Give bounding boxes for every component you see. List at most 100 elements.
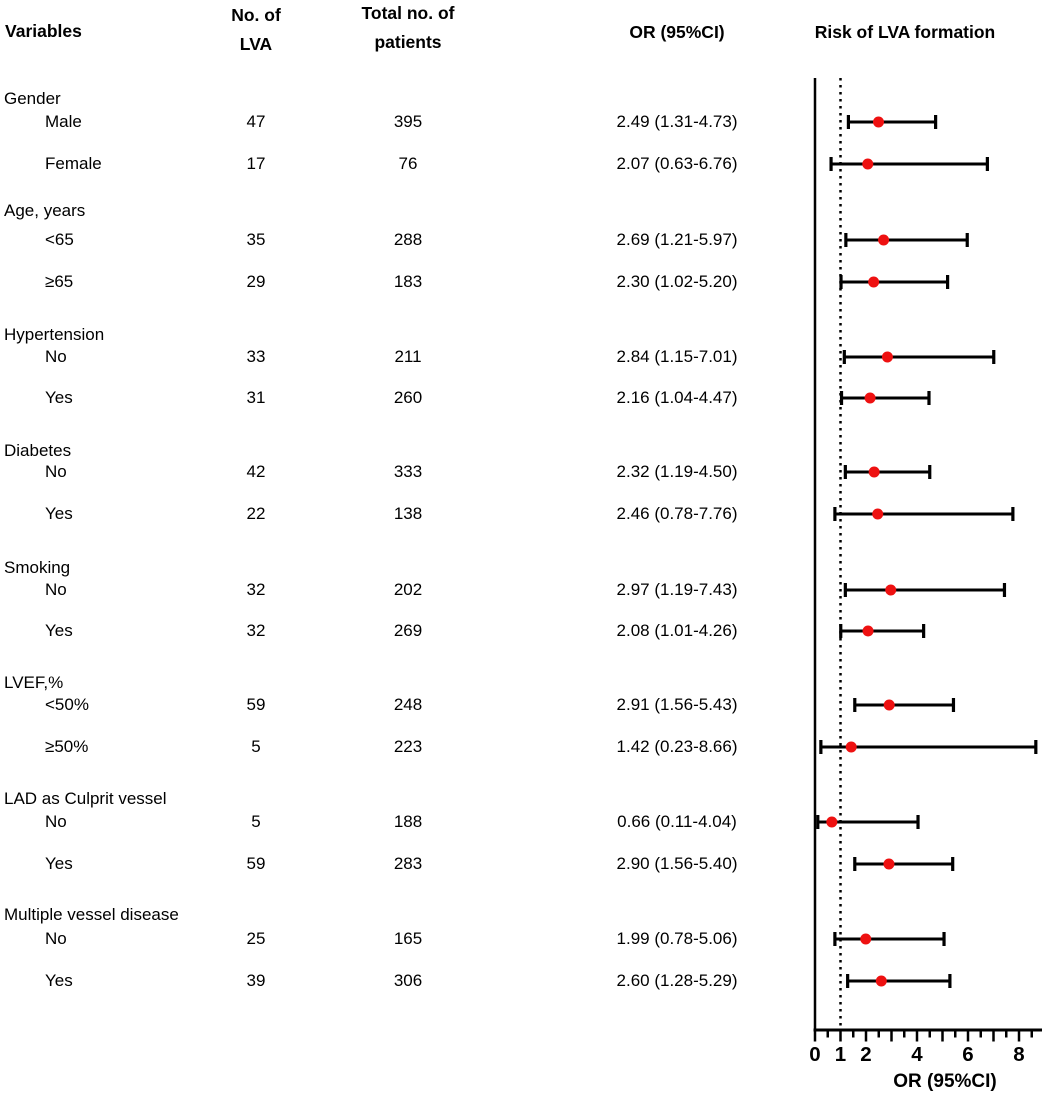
row-or-text: 2.91 (1.56-5.43) xyxy=(616,695,738,714)
row-n-lva: 59 xyxy=(246,854,266,873)
row-total-patients: 223 xyxy=(393,737,423,756)
row-n-lva: 32 xyxy=(246,621,266,640)
or-point-marker xyxy=(881,351,893,363)
row-total-patients: 283 xyxy=(393,854,423,873)
row-n-lva: 22 xyxy=(246,504,266,523)
or-point-marker xyxy=(845,741,857,753)
row-label: Yes xyxy=(45,971,73,990)
or-point-marker xyxy=(862,158,874,170)
row-or-text: 2.07 (0.63-6.76) xyxy=(616,154,738,173)
row-n-lva: 32 xyxy=(246,580,266,599)
row-total-patients: 138 xyxy=(393,504,423,523)
row-label: No xyxy=(45,580,67,599)
row-label: <50% xyxy=(45,695,89,714)
row-or-text: 2.49 (1.31-4.73) xyxy=(616,112,738,131)
row-total-patients: 288 xyxy=(393,230,423,249)
row-or-text: 2.30 (1.02-5.20) xyxy=(616,272,738,291)
row-total-patients: 333 xyxy=(393,462,423,481)
row-n-lva: 47 xyxy=(246,112,266,131)
row-total-patients: 183 xyxy=(393,272,423,291)
or-point-marker xyxy=(864,392,876,404)
group-label: LAD as Culprit vessel xyxy=(4,789,167,808)
row-label: ≥65 xyxy=(45,272,74,291)
row-total-patients: 248 xyxy=(393,695,423,714)
x-tick-label: 8 xyxy=(1013,1043,1024,1066)
group-label: Age, years xyxy=(4,201,86,220)
row-n-lva: 33 xyxy=(246,347,266,366)
x-tick-label: 0 xyxy=(809,1043,820,1066)
x-tick-label: 1 xyxy=(835,1043,846,1066)
row-or-text: 2.32 (1.19-4.50) xyxy=(616,462,738,481)
row-n-lva: 5 xyxy=(251,737,261,756)
or-point-marker xyxy=(872,116,884,128)
row-label: Female xyxy=(45,154,102,173)
row-label: No xyxy=(45,812,67,831)
row-total-patients: 269 xyxy=(393,621,423,640)
row-total-patients: 202 xyxy=(393,580,423,599)
x-axis-title: OR (95%CI) xyxy=(893,1071,996,1092)
or-point-marker xyxy=(826,816,838,828)
column-header-total-patients: Total no. of patients xyxy=(361,3,455,52)
group-label: LVEF,% xyxy=(4,673,64,692)
group-label: Hypertension xyxy=(4,325,105,344)
or-point-marker xyxy=(875,975,887,987)
group-label: Multiple vessel disease xyxy=(4,905,179,924)
or-point-marker xyxy=(868,466,880,478)
group-label: Diabetes xyxy=(4,441,72,460)
row-total-patients: 165 xyxy=(393,929,423,948)
row-or-text: 2.90 (1.56-5.40) xyxy=(616,854,738,873)
row-total-patients: 188 xyxy=(393,812,423,831)
row-or-text: 2.16 (1.04-4.47) xyxy=(616,388,738,407)
row-total-patients: 211 xyxy=(394,347,422,366)
row-label: No xyxy=(45,929,67,948)
group-label: Smoking xyxy=(4,558,71,577)
row-n-lva: 29 xyxy=(246,272,266,291)
row-n-lva: 35 xyxy=(246,230,266,249)
row-n-lva: 39 xyxy=(246,971,266,990)
row-n-lva: 42 xyxy=(246,462,266,481)
row-total-patients: 76 xyxy=(398,154,418,173)
row-label: <65 xyxy=(45,230,74,249)
row-label: No xyxy=(45,347,67,366)
row-or-text: 2.60 (1.28-5.29) xyxy=(616,971,738,990)
or-point-marker xyxy=(883,699,895,711)
column-header-no-of-lva: No. of LVA xyxy=(231,5,281,54)
row-or-text: 2.84 (1.15-7.01) xyxy=(616,347,738,366)
row-or-text: 1.42 (0.23-8.66) xyxy=(616,737,738,756)
row-total-patients: 395 xyxy=(393,112,423,131)
row-label: Yes xyxy=(45,388,73,407)
or-point-marker xyxy=(878,234,890,246)
group-label: Gender xyxy=(4,89,61,108)
row-or-text: 1.99 (0.78-5.06) xyxy=(616,929,738,948)
or-point-marker xyxy=(883,858,895,870)
row-label: No xyxy=(45,462,67,481)
plot-title: Risk of LVA formation xyxy=(814,22,996,42)
column-header-or-ci: OR (95%CI) xyxy=(629,22,725,42)
x-tick-label: 4 xyxy=(911,1043,923,1066)
row-total-patients: 260 xyxy=(393,388,423,407)
or-point-marker xyxy=(868,276,880,288)
row-n-lva: 31 xyxy=(246,388,266,407)
row-or-text: 2.08 (1.01-4.26) xyxy=(616,621,738,640)
column-header-variables: Variables xyxy=(5,21,82,41)
x-tick-label: 2 xyxy=(860,1043,871,1066)
x-tick-label: 6 xyxy=(962,1043,973,1066)
row-n-lva: 5 xyxy=(251,812,261,831)
row-or-text: 2.69 (1.21-5.97) xyxy=(616,230,738,249)
row-n-lva: 59 xyxy=(246,695,266,714)
or-point-marker xyxy=(860,933,872,945)
row-or-text: 2.97 (1.19-7.43) xyxy=(616,580,738,599)
row-n-lva: 17 xyxy=(246,154,266,173)
row-total-patients: 306 xyxy=(393,971,423,990)
row-label: Yes xyxy=(45,504,73,523)
row-or-text: 2.46 (0.78-7.76) xyxy=(616,504,738,523)
row-label: Yes xyxy=(45,621,73,640)
row-label: ≥50% xyxy=(45,737,89,756)
row-label: Male xyxy=(45,112,82,131)
row-n-lva: 25 xyxy=(246,929,266,948)
or-point-marker xyxy=(885,584,897,596)
row-label: Yes xyxy=(45,854,73,873)
or-point-marker xyxy=(872,508,884,520)
